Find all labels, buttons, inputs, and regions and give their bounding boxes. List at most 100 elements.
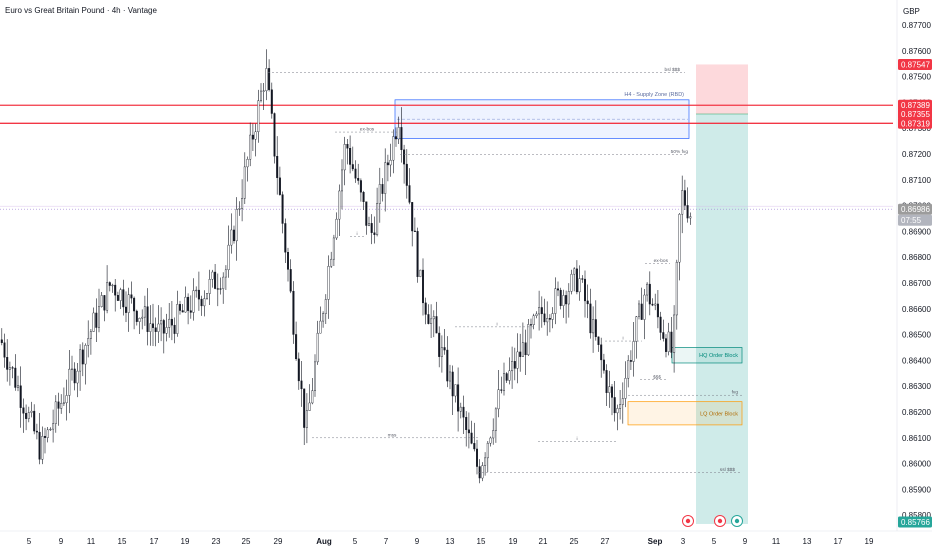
candle-body bbox=[324, 299, 327, 314]
candle-body bbox=[246, 159, 249, 168]
candle-body bbox=[146, 306, 149, 332]
candle-body bbox=[386, 162, 389, 166]
candle-body bbox=[638, 303, 641, 317]
x-tick-label: 19 bbox=[865, 537, 874, 546]
candle-body bbox=[457, 384, 460, 412]
zone-sl[interactable] bbox=[696, 64, 748, 115]
y-tick-label: 0.86500 bbox=[902, 331, 931, 340]
zone-label-supply: H4 - Supply Zone (RBD) bbox=[624, 92, 684, 98]
candle-body bbox=[486, 442, 489, 459]
y-tick-label: 0.85800 bbox=[902, 511, 931, 520]
candle-body bbox=[122, 289, 125, 308]
candle-body bbox=[151, 323, 154, 328]
candle-body bbox=[497, 389, 500, 410]
candle-body bbox=[200, 298, 203, 307]
x-tick-label: 5 bbox=[353, 537, 358, 546]
currency-label: GBP bbox=[903, 7, 920, 16]
candle-body bbox=[381, 184, 384, 194]
zone-hq[interactable] bbox=[671, 347, 743, 364]
candle-body bbox=[116, 294, 119, 301]
candle-body bbox=[443, 347, 446, 351]
candle-body bbox=[100, 295, 103, 307]
candle-body bbox=[449, 371, 452, 382]
candle-body bbox=[405, 163, 408, 186]
annotation-label: 50% fvg bbox=[671, 149, 689, 155]
candle-body bbox=[351, 164, 354, 170]
candle-body bbox=[35, 430, 38, 433]
candle-body bbox=[413, 230, 416, 232]
candle-body bbox=[670, 331, 673, 353]
candle-body bbox=[476, 448, 479, 467]
candle-body bbox=[303, 388, 306, 428]
candle-body bbox=[500, 389, 503, 391]
candle-body bbox=[389, 159, 392, 166]
x-tick-label: 23 bbox=[212, 537, 221, 546]
candle-body bbox=[467, 429, 470, 434]
zone-label-lq: LQ Order Block bbox=[700, 411, 738, 417]
candle-body bbox=[616, 408, 619, 414]
candle-body bbox=[508, 370, 511, 381]
candle-body bbox=[511, 361, 514, 372]
candle-body bbox=[243, 166, 246, 199]
candle-body bbox=[176, 304, 179, 334]
candle-body bbox=[619, 404, 622, 409]
candle-body bbox=[133, 297, 136, 312]
candle-body bbox=[551, 313, 554, 320]
candle-body bbox=[54, 401, 57, 424]
candle-body bbox=[97, 306, 100, 328]
annotation-label: ex-bos bbox=[360, 127, 375, 133]
candle-body bbox=[662, 332, 665, 339]
candle-body bbox=[335, 218, 338, 239]
candle-body bbox=[643, 294, 646, 320]
calendar-event-icon[interactable] bbox=[714, 515, 726, 527]
candle-body bbox=[19, 385, 22, 408]
candle-body bbox=[621, 398, 624, 405]
candle-body bbox=[149, 323, 152, 332]
candle-body bbox=[330, 258, 333, 267]
price-badge-countdown bbox=[898, 214, 932, 226]
candle-body bbox=[608, 386, 611, 393]
y-tick-label: 0.86700 bbox=[902, 279, 931, 288]
candle-body bbox=[270, 89, 273, 114]
candle-body bbox=[195, 289, 198, 292]
dividend-icon[interactable] bbox=[731, 515, 743, 527]
candle-body bbox=[602, 359, 605, 371]
candle-body bbox=[319, 320, 322, 334]
candle-body bbox=[408, 185, 411, 203]
candle-body bbox=[527, 324, 530, 356]
candle-body bbox=[416, 231, 419, 277]
candle-body bbox=[349, 148, 352, 165]
annotation-label: ssl $$$ bbox=[720, 467, 736, 473]
candle-body bbox=[0, 339, 3, 344]
candle-body bbox=[249, 134, 252, 160]
candle-body bbox=[665, 338, 668, 352]
candle-body bbox=[575, 268, 578, 293]
price-badge-text: 0.86986 bbox=[901, 205, 930, 214]
candle-body bbox=[565, 295, 568, 305]
y-tick-label: 0.87600 bbox=[902, 47, 931, 56]
candle-body bbox=[265, 68, 268, 92]
candle-body bbox=[162, 320, 165, 334]
flash-icon[interactable] bbox=[682, 515, 694, 527]
candle-body bbox=[370, 223, 373, 233]
candle-body bbox=[327, 266, 330, 300]
candle-body bbox=[84, 345, 87, 365]
candle-body bbox=[578, 278, 581, 293]
candle-body bbox=[573, 268, 576, 275]
candle-body bbox=[203, 298, 206, 307]
candle-body bbox=[651, 303, 654, 306]
annotation-label: i bbox=[496, 321, 497, 327]
candle-body bbox=[584, 278, 587, 302]
candle-body bbox=[548, 318, 551, 320]
candle-body bbox=[395, 136, 398, 140]
candle-body bbox=[570, 273, 573, 292]
zone-lq[interactable] bbox=[627, 401, 743, 426]
zone-tp[interactable] bbox=[696, 114, 748, 524]
price-badge-red bbox=[898, 117, 932, 129]
x-tick-label: 17 bbox=[150, 537, 159, 546]
candle-body bbox=[530, 324, 533, 326]
candle-body bbox=[273, 113, 276, 157]
candle-body bbox=[359, 180, 362, 193]
